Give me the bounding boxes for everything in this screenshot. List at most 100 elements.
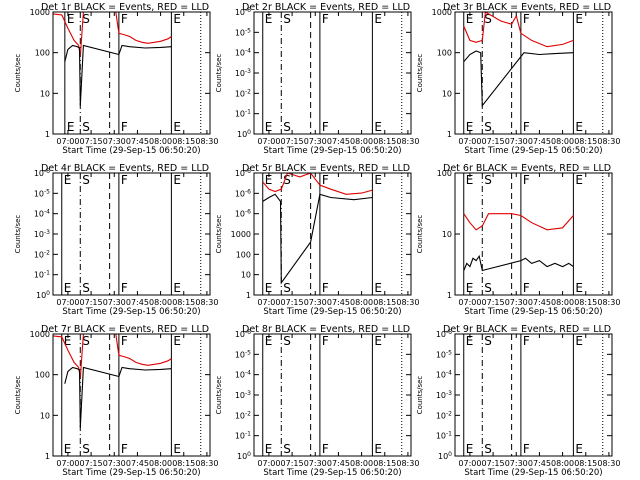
x-tick-label: 07:30 (505, 298, 528, 307)
event-marker-label-bottom: E (466, 281, 474, 295)
x-tick-label: 07:30 (304, 459, 327, 468)
y-tick-label: 10 (442, 230, 452, 239)
y-axis-label: Counts/sec (215, 54, 223, 93)
y-tick-label: 10-4 (235, 370, 251, 380)
y-axis-label: Counts/sec (14, 215, 22, 254)
x-axis-label: Start Time (29-Sep-15 06:50:20) (464, 468, 602, 478)
event-marker-label-bottom: F (322, 281, 329, 295)
y-tick-label: 10-1 (235, 431, 251, 441)
event-marker-label-bottom: S (283, 442, 291, 456)
event-marker-label-bottom: E (466, 120, 474, 134)
y-tick-label: 100 (35, 371, 50, 380)
event-marker-label-top: E (575, 173, 583, 187)
y-tick-label: 100 (438, 451, 452, 461)
event-marker-label-bottom: S (484, 442, 492, 456)
y-tick-label: 10-4 (34, 209, 50, 219)
panel-title: Det 2r BLACK = Events, RED = LLD (242, 2, 410, 13)
y-tick-label: 100 (237, 129, 251, 139)
series-line-lld (463, 213, 574, 231)
plot-frame (454, 172, 613, 296)
event-marker-label-bottom: S (484, 281, 492, 295)
event-marker-label-top: E (64, 173, 72, 187)
series-line-events (262, 193, 373, 285)
event-marker-label-bottom: S (82, 120, 90, 134)
event-marker-label-top: S (484, 334, 492, 348)
x-tick-label: 07:45 (126, 298, 149, 307)
event-marker-label-top: F (523, 173, 530, 187)
x-tick-label: 07:15 (482, 137, 505, 146)
y-tick-label: 10-3 (436, 390, 452, 400)
y-tick-label: 10-6 (235, 188, 251, 198)
event-marker-label-top: E (173, 173, 181, 187)
y-axis-label: Counts/sec (416, 376, 424, 415)
event-marker-label-bottom: E (64, 281, 72, 295)
event-marker-label-bottom: E (173, 281, 181, 295)
y-tick-label: 10-5 (235, 349, 251, 359)
x-tick-label: 08:00 (350, 459, 373, 468)
event-marker-label-top: S (283, 334, 291, 348)
x-tick-label: 08:15 (574, 137, 597, 146)
y-axis-label: Counts/sec (416, 215, 424, 254)
x-tick-label: 08:00 (551, 459, 574, 468)
x-tick-label: 07:45 (126, 459, 149, 468)
x-tick-label: 07:15 (80, 298, 103, 307)
event-marker-label-bottom: E (575, 281, 583, 295)
y-tick-label: 1 (45, 452, 50, 461)
event-marker-label-bottom: E (575, 120, 583, 134)
plot-frame (253, 333, 412, 457)
panel-5: Det 5r BLACK = Events, RED = LLDEESSFFEE… (215, 163, 419, 317)
event-marker-label-bottom: E (64, 442, 72, 456)
x-tick-label: 08:00 (551, 298, 574, 307)
event-marker-label-top: F (322, 173, 329, 187)
y-tick-label: 1000 (432, 8, 452, 17)
event-marker-label-top: E (466, 334, 474, 348)
event-marker-label-bottom: F (322, 120, 329, 134)
y-tick-label: 1 (447, 130, 452, 139)
x-tick-label: 08:15 (574, 459, 597, 468)
event-marker-label-top: E (173, 12, 181, 26)
x-tick-label: 08:00 (350, 298, 373, 307)
x-tick-label: 07:00 (458, 459, 481, 468)
plot-frame (454, 11, 613, 135)
event-marker-label-top: F (523, 334, 530, 348)
y-tick-label: 10-3 (235, 68, 251, 78)
event-marker-label-bottom: E (466, 442, 474, 456)
x-tick-label: 08:30 (597, 137, 620, 146)
x-tick-label: 07:15 (281, 137, 304, 146)
x-tick-label: 08:00 (149, 298, 172, 307)
x-tick-label: 08:30 (195, 298, 218, 307)
x-tick-label: 08:15 (172, 459, 195, 468)
event-marker-label-bottom: E (265, 442, 273, 456)
event-marker-label-top: E (374, 173, 382, 187)
y-axis-label: Counts/sec (215, 376, 223, 415)
series-line-events (463, 50, 574, 108)
event-marker-label-top: E (265, 334, 273, 348)
x-axis-label: Start Time (29-Sep-15 06:50:20) (263, 468, 401, 478)
plot-frame (253, 11, 412, 135)
series-line-lld (463, 11, 574, 48)
event-marker-label-bottom: S (283, 281, 291, 295)
y-tick-label: 10-2 (436, 410, 452, 420)
x-tick-label: 07:30 (103, 137, 126, 146)
event-marker-label-top: S (82, 12, 90, 26)
y-tick-label: 1000 (30, 330, 50, 339)
panel-title: Det 6r BLACK = Events, RED = LLD (443, 163, 611, 174)
x-tick-label: 08:30 (597, 298, 620, 307)
x-tick-label: 07:00 (458, 298, 481, 307)
panel-1: Det 1r BLACK = Events, RED = LLDEESSFFEE… (14, 2, 218, 156)
event-marker-label-bottom: E (265, 120, 273, 134)
panel-8: Det 8r BLACK = Events, RED = LLDEESSFFEE… (215, 324, 419, 478)
event-marker-label-bottom: F (523, 442, 530, 456)
y-tick-label: 10-1 (436, 431, 452, 441)
x-tick-label: 07:45 (126, 137, 149, 146)
event-marker-label-top: E (265, 173, 273, 187)
x-tick-label: 07:00 (257, 298, 280, 307)
event-marker-label-top: F (322, 334, 329, 348)
y-tick-label: 10-6 (235, 7, 251, 17)
x-axis-label: Start Time (29-Sep-15 06:50:20) (62, 307, 200, 317)
x-axis-label: Start Time (29-Sep-15 06:50:20) (464, 146, 602, 156)
x-tick-label: 08:30 (597, 459, 620, 468)
x-tick-label: 08:15 (373, 298, 396, 307)
x-axis-label: Start Time (29-Sep-15 06:50:20) (464, 307, 602, 317)
y-tick-label: 10-4 (436, 370, 452, 380)
